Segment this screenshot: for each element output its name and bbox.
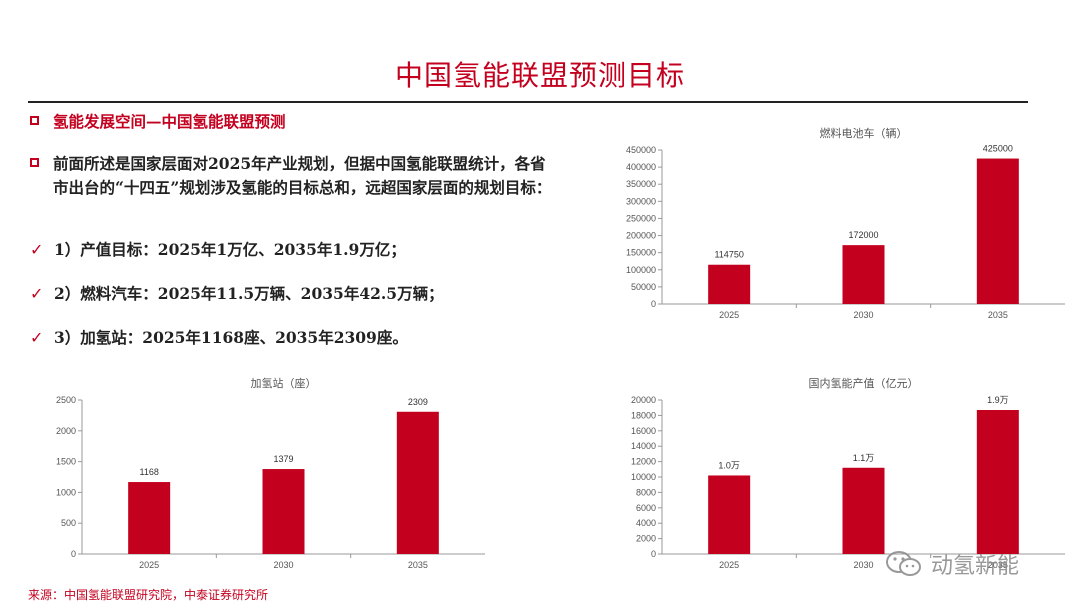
- data-label: 1168: [139, 467, 158, 477]
- bar: [976, 158, 1019, 304]
- x-tick-label: 2025: [719, 310, 739, 320]
- x-tick-label: 2030: [853, 310, 873, 320]
- y-tick-label: 4000: [636, 518, 656, 528]
- list-item: ✓ 2）燃料汽车：2025年11.5万辆、2035年42.5万辆；: [30, 282, 554, 306]
- target-item-3: 3）加氢站：2025年1168座、2035年2309座。: [54, 328, 408, 347]
- y-tick-label: 50000: [631, 282, 656, 292]
- bar: [976, 410, 1019, 554]
- data-label: 114750: [714, 250, 743, 260]
- hydrogen-output-value-chart-svg: 国内氢能产值（亿元） 0 2000 4000 6000 8000 10000 12000 140…: [631, 376, 1065, 570]
- bar: [262, 469, 305, 554]
- target-item-1: 1）产值目标：2025年1万亿、2035年1.9万亿；: [54, 240, 406, 259]
- data-label: 1.0万: [718, 460, 740, 470]
- y-tick-label: 6000: [636, 503, 656, 513]
- y-tick-label: 0: [71, 549, 76, 559]
- y-tick-label: 1000: [56, 487, 76, 497]
- bar: [708, 475, 751, 554]
- bar: [708, 264, 751, 304]
- title-divider: [28, 101, 1028, 103]
- bullet-heading: 氢能发展空间—中国氢能联盟预测: [53, 112, 286, 131]
- data-label: 2309: [408, 397, 428, 407]
- y-tick-label: 100000: [626, 265, 656, 275]
- y-tick-label: 150000: [626, 248, 656, 258]
- fuel-cell-vehicles-chart-svg: 燃料电池车（辆） 0 50000 100000 150000 200000 250000 30…: [626, 126, 1065, 320]
- bullet-intro: 前面所述是国家层面对2025年产业规划，但据中国氢能联盟统计，各省市出台的“十四…: [53, 154, 552, 197]
- y-tick-label: 20000: [631, 395, 656, 405]
- check-icon: ✓: [30, 240, 44, 259]
- check-icon: ✓: [30, 284, 44, 303]
- bar: [396, 411, 439, 554]
- y-tick-label: 300000: [626, 196, 656, 206]
- square-bullet-icon: [30, 158, 39, 167]
- y-tick-label: 200000: [626, 231, 656, 241]
- y-tick-label: 2000: [636, 534, 656, 544]
- chart-title: 加氢站（座）: [251, 376, 317, 390]
- y-tick-label: 2500: [56, 395, 76, 405]
- square-bullet-icon: [30, 116, 39, 125]
- x-tick-label: 2030: [853, 560, 873, 570]
- page-title: 中国氢能联盟预测目标: [394, 59, 685, 92]
- x-tick-label: 2035: [988, 560, 1008, 570]
- bar: [842, 245, 885, 304]
- chart-fuel-cell-vehicles: 燃料电池车（辆） 0 50000 100000 150000 200000 250000 30…: [600, 122, 1070, 327]
- bullet-intro-row: 前面所述是国家层面对2025年产业规划，但据中国氢能联盟统计，各省市出台的“十四…: [30, 152, 553, 200]
- target-item-2: 2）燃料汽车：2025年11.5万辆、2035年42.5万辆；: [54, 284, 444, 303]
- bar: [128, 482, 171, 554]
- chart-hydrogen-output-value: 国内氢能产值（亿元） 0 2000 4000 6000 8000 10000 12000 140…: [600, 372, 1070, 577]
- source-note: 来源：中国氢能联盟研究院，中泰证券研究所: [28, 588, 269, 602]
- watermark-text: 动氢新能: [931, 554, 1020, 579]
- watermark: 动氢新能: [885, 548, 1019, 580]
- x-tick-label: 2035: [988, 310, 1008, 320]
- y-tick-label: 18000: [631, 410, 656, 420]
- y-tick-label: 0: [651, 549, 656, 559]
- chart-title: 燃料电池车（辆）: [820, 126, 908, 140]
- y-tick-label: 10000: [631, 472, 656, 482]
- chart-hydrogen-stations: 加氢站（座） 0 500 1000 1500 2000 2500 1168 2025 1379 20…: [20, 372, 490, 577]
- y-tick-label: 8000: [636, 487, 656, 497]
- bar: [842, 467, 885, 554]
- list-item: ✓ 1）产值目标：2025年1万亿、2035年1.9万亿；: [30, 238, 554, 262]
- x-tick-label: 2025: [719, 560, 739, 570]
- y-tick-label: 14000: [631, 441, 656, 451]
- x-tick-label: 2035: [408, 560, 428, 570]
- list-item: ✓ 3）加氢站：2025年1168座、2035年2309座。: [30, 326, 554, 350]
- y-tick-label: 12000: [631, 457, 656, 467]
- y-tick-label: 16000: [631, 426, 656, 436]
- y-tick-label: 400000: [626, 162, 656, 172]
- wechat-logo-icon: [885, 550, 923, 578]
- data-label: 172000: [848, 230, 878, 240]
- y-tick-label: 0: [651, 299, 656, 309]
- y-tick-label: 350000: [626, 179, 656, 189]
- data-label: 425000: [983, 144, 1013, 154]
- y-tick-label: 2000: [56, 426, 76, 436]
- hydrogen-stations-chart-svg: 加氢站（座） 0 500 1000 1500 2000 2500 1168 2025 1379 20…: [56, 376, 485, 570]
- y-tick-label: 450000: [626, 145, 656, 155]
- data-label: 1.1万: [853, 453, 875, 463]
- x-tick-label: 2030: [273, 560, 293, 570]
- x-tick-label: 2025: [139, 560, 159, 570]
- data-label: 1.9万: [987, 395, 1009, 405]
- data-label: 1379: [273, 454, 293, 464]
- bullet-heading-row: 氢能发展空间—中国氢能联盟预测: [30, 110, 286, 134]
- chart-title: 国内氢能产值（亿元）: [809, 376, 919, 390]
- check-icon: ✓: [30, 328, 44, 347]
- y-tick-label: 1500: [56, 457, 76, 467]
- y-tick-label: 250000: [626, 213, 656, 223]
- y-tick-label: 500: [61, 518, 76, 528]
